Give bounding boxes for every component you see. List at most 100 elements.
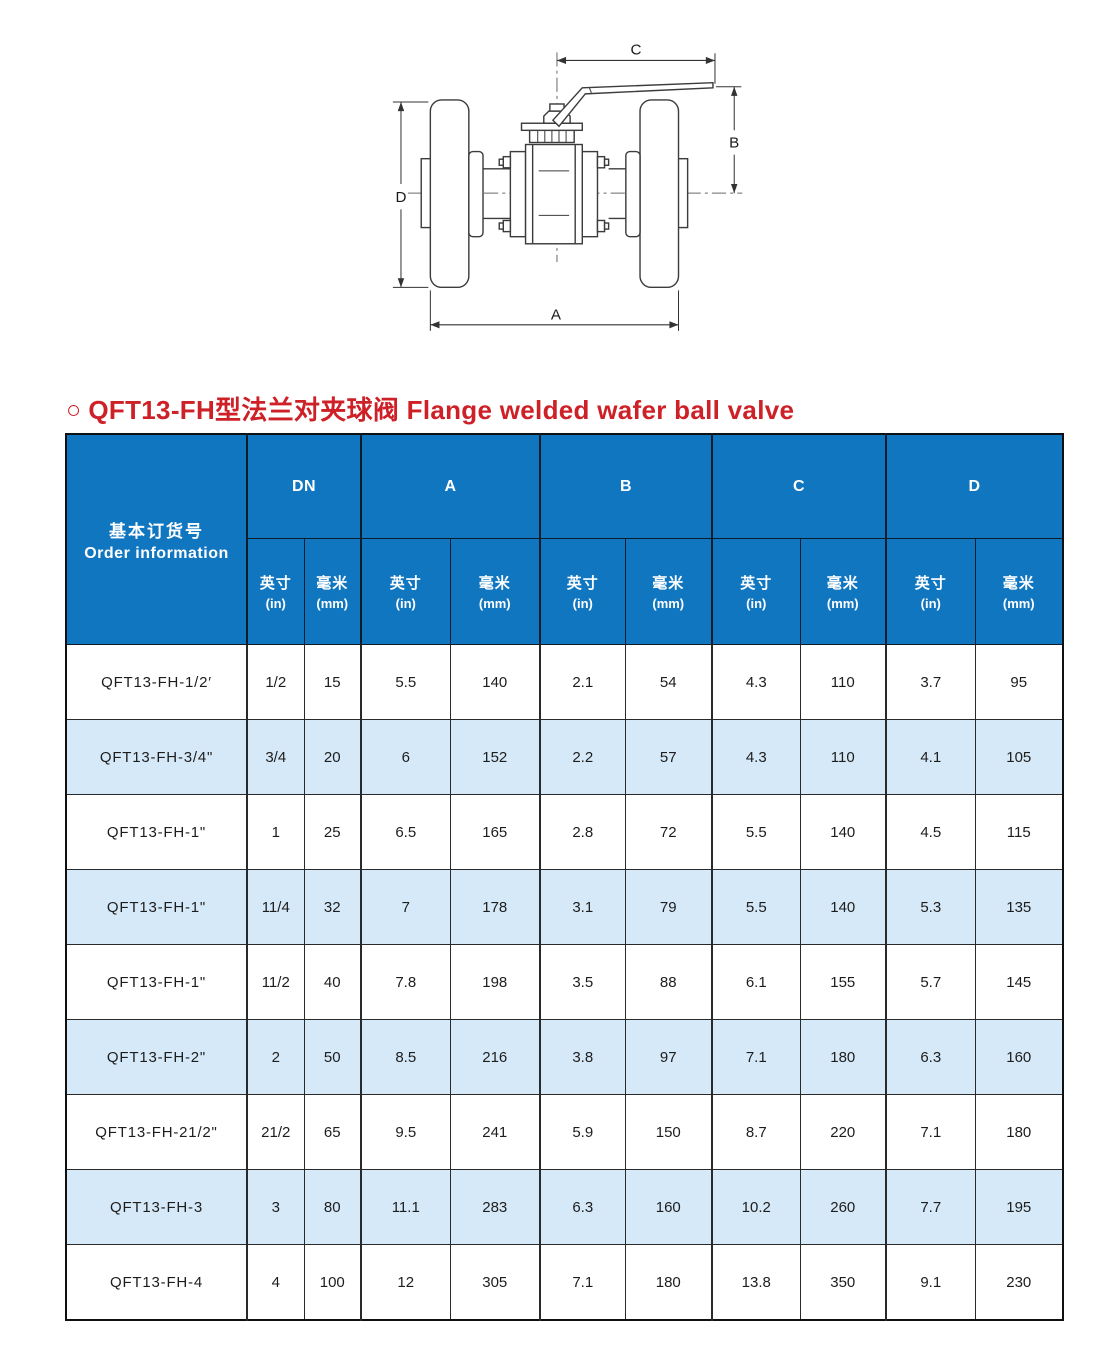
dim-label-a: A [551, 307, 562, 324]
cell-value: 54 [624, 644, 713, 720]
cell-value: 8.5 [360, 1019, 451, 1095]
col-group-b: B [539, 433, 713, 539]
cell-value: 11.1 [360, 1169, 451, 1245]
cell-value: 1 [246, 794, 305, 870]
cell-value: 7.1 [711, 1019, 801, 1095]
cell-value: 2.8 [539, 794, 626, 870]
cell-value: 65 [303, 1094, 362, 1170]
cell-value: 230 [974, 1244, 1064, 1321]
cell-value: 7.7 [885, 1169, 976, 1245]
table-row: QFT13-FH-1/2′ 1/2 15 5.5 140 2.1 54 4.3 … [65, 644, 1064, 720]
cell-value: 57 [624, 719, 713, 795]
cell-value: 165 [449, 794, 541, 870]
valve-technical-drawing: C B D A [356, 26, 764, 340]
cell-value: 216 [449, 1019, 541, 1095]
dim-label-c: C [630, 41, 641, 58]
cell-value: 135 [974, 869, 1064, 945]
cell-value: 13.8 [711, 1244, 801, 1321]
corner-label-en: Order information [84, 544, 229, 562]
subheader-d-in: 英寸 (in) [885, 538, 976, 645]
valve-drawing-svg: C B D A [392, 41, 743, 331]
cell-value: 20 [303, 719, 362, 795]
cell-value: 140 [799, 794, 887, 870]
corner-label-cn: 基本订货号 [109, 521, 204, 541]
cell-model: QFT13-FH-1" [65, 944, 248, 1020]
cell-model: QFT13-FH-3/4" [65, 719, 248, 795]
cell-value: 180 [624, 1244, 713, 1321]
cell-value: 88 [624, 944, 713, 1020]
cell-value: 4.5 [885, 794, 976, 870]
page-title-text: QFT13-FH型法兰对夹球阀 Flange welded wafer ball… [88, 395, 795, 425]
right-flange [639, 99, 680, 289]
cell-value: 8.7 [711, 1094, 801, 1170]
table-row: QFT13-FH-1" 11/4 32 7 178 3.1 79 5.5 140… [65, 869, 1064, 945]
cell-value: 5.9 [539, 1094, 626, 1170]
cell-value: 5.5 [360, 644, 451, 720]
subheader-b-in: 英寸 (in) [539, 538, 626, 645]
cell-value: 7.1 [885, 1094, 976, 1170]
cell-value: 7.1 [539, 1244, 626, 1321]
cell-value: 140 [449, 644, 541, 720]
cell-model: QFT13-FH-1" [65, 794, 248, 870]
cell-value: 140 [799, 869, 887, 945]
cell-value: 220 [799, 1094, 887, 1170]
col-group-a: A [360, 433, 541, 539]
col-group-d: D [885, 433, 1064, 539]
cell-value: 3/4 [246, 719, 305, 795]
table-row: QFT13-FH-2" 2 50 8.5 216 3.8 97 7.1 180 … [65, 1019, 1064, 1095]
subheader-c-in: 英寸 (in) [711, 538, 801, 645]
cell-value: 4.1 [885, 719, 976, 795]
cell-value: 3.8 [539, 1019, 626, 1095]
cell-value: 3 [246, 1169, 305, 1245]
cell-model: QFT13-FH-2" [65, 1019, 248, 1095]
cell-value: 4.3 [711, 719, 801, 795]
cell-value: 3.7 [885, 644, 976, 720]
cell-value: 6.5 [360, 794, 451, 870]
cell-value: 50 [303, 1019, 362, 1095]
cell-value: 195 [974, 1169, 1064, 1245]
cell-value: 180 [799, 1019, 887, 1095]
cell-value: 110 [799, 644, 887, 720]
table-corner-header: 基本订货号 Order information [65, 433, 248, 645]
col-group-c: C [711, 433, 887, 539]
cell-value: 12 [360, 1244, 451, 1321]
cell-value: 3.1 [539, 869, 626, 945]
cell-value: 25 [303, 794, 362, 870]
cell-model: QFT13-FH-3 [65, 1169, 248, 1245]
table-row: QFT13-FH-21/2" 21/2 65 9.5 241 5.9 150 8… [65, 1094, 1064, 1170]
cell-value: 155 [799, 944, 887, 1020]
valve-center-block [524, 143, 583, 245]
page-title: ○ QFT13-FH型法兰对夹球阀 Flange welded wafer bal… [66, 390, 794, 427]
cell-value: 6.1 [711, 944, 801, 1020]
header-sub-row: 英寸 (in) 毫米 (mm) 英寸 (in) 毫米 (mm) 英寸 (in) 毫米 (mm… [66, 538, 1064, 645]
cell-value: 5.3 [885, 869, 976, 945]
cell-value: 4 [246, 1244, 305, 1321]
subheader-dn-mm: 毫米 (mm) [303, 538, 362, 645]
cell-value: 5.5 [711, 794, 801, 870]
cell-value: 15 [303, 644, 362, 720]
cell-value: 283 [449, 1169, 541, 1245]
cell-value: 105 [974, 719, 1064, 795]
title-circle-bullet: ○ [66, 396, 82, 424]
cell-value: 95 [974, 644, 1064, 720]
cell-value: 160 [624, 1169, 713, 1245]
subheader-a-mm: 毫米 (mm) [449, 538, 541, 645]
header-group-row: 基本订货号 Order information DN A B C D [65, 433, 1064, 645]
cell-model: QFT13-FH-1" [65, 869, 248, 945]
spec-table: 基本订货号 Order information DN A B C D 英寸 (in… [65, 433, 1064, 1321]
cell-value: 1/2 [246, 644, 305, 720]
dimension-arrows [397, 56, 738, 329]
cell-value: 6.3 [539, 1169, 626, 1245]
cell-model: QFT13-FH-4 [65, 1244, 248, 1321]
cell-value: 5.7 [885, 944, 976, 1020]
table-row: QFT13-FH-3 3 80 11.1 283 6.3 160 10.2 26… [65, 1169, 1064, 1245]
dim-label-b: B [729, 135, 739, 152]
cell-value: 160 [974, 1019, 1064, 1095]
table-row: QFT13-FH-1" 1 25 6.5 165 2.8 72 5.5 140 … [65, 794, 1064, 870]
cell-value: 6 [360, 719, 451, 795]
cell-value: 305 [449, 1244, 541, 1321]
cell-value: 21/2 [246, 1094, 305, 1170]
cell-value: 80 [303, 1169, 362, 1245]
cell-value: 110 [799, 719, 887, 795]
